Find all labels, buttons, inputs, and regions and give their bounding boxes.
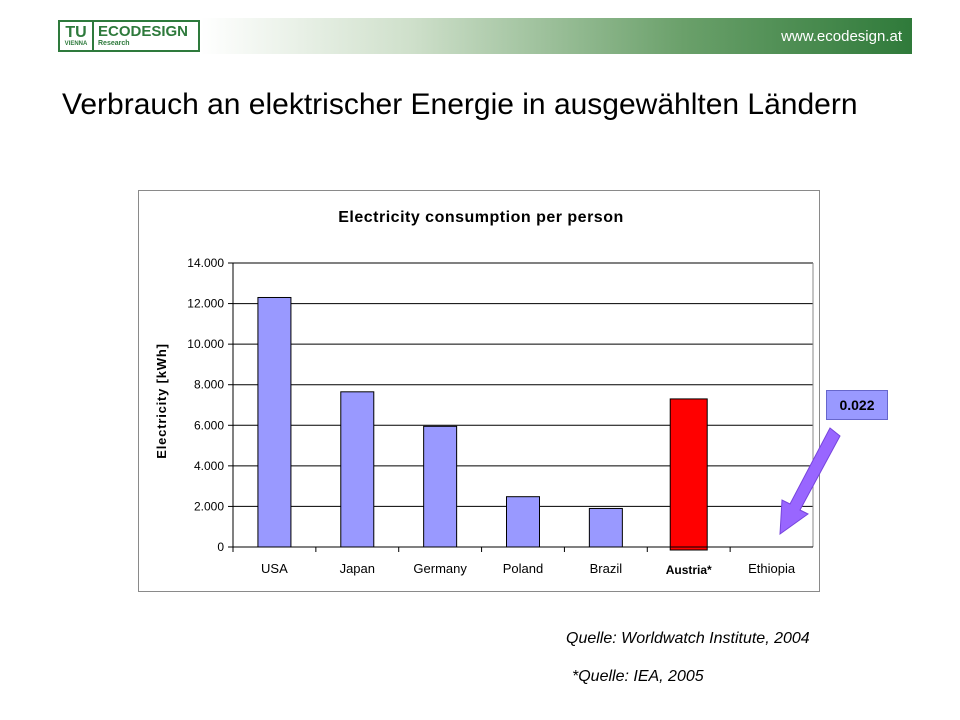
annotation-arrow-icon bbox=[779, 427, 841, 536]
ecodesign-logo: TU VIENNA ECODESIGN Research bbox=[58, 20, 200, 52]
bar-germany bbox=[423, 425, 458, 548]
chart-frame: Electricity consumption per person Elect… bbox=[138, 190, 820, 592]
chart-title: Electricity consumption per person bbox=[338, 209, 624, 226]
y-tick-label: 6.000 bbox=[194, 418, 224, 432]
tu-vienna-logo: TU VIENNA bbox=[58, 20, 94, 52]
bars bbox=[257, 296, 708, 551]
bar-austria bbox=[669, 398, 708, 551]
x-tick-label: Germany bbox=[413, 561, 467, 576]
bar-poland bbox=[506, 496, 540, 548]
logo-sub-text: Research bbox=[98, 40, 130, 47]
logo-brand-text: ECODESIGN bbox=[98, 23, 189, 40]
y-tick-label: 8.000 bbox=[194, 378, 224, 392]
x-tick-labels: USA Japan Germany Poland Brazil Austria* Ethio… bbox=[232, 546, 813, 577]
logo-tu-text: TU bbox=[65, 23, 87, 41]
x-tick-label: USA bbox=[261, 561, 288, 576]
x-tick-label: Japan bbox=[340, 561, 375, 576]
source-secondary: *Quelle: IEA, 2005 bbox=[572, 668, 704, 685]
site-url[interactable]: www.ecodesign.at bbox=[781, 28, 902, 45]
y-tick-label: 2.000 bbox=[194, 499, 224, 513]
x-tick-label: Poland bbox=[503, 561, 543, 576]
annotation-value-label: 0.022 bbox=[826, 390, 888, 420]
bar-japan bbox=[340, 391, 375, 548]
y-tick-labels: 0 2.000 4.000 6.000 8.000 10.000 12.000 14.000 bbox=[187, 256, 224, 554]
x-tick-label: Brazil bbox=[590, 561, 623, 576]
x-tick-label: Ethiopia bbox=[748, 561, 796, 576]
y-tick-label: 12.000 bbox=[187, 297, 224, 311]
y-tick-label: 10.000 bbox=[187, 337, 224, 351]
source-primary: Quelle: Worldwatch Institute, 2004 bbox=[566, 630, 810, 647]
bar-chart: Electricity consumption per person Elect… bbox=[154, 209, 814, 577]
bar-usa bbox=[257, 296, 292, 548]
bar-brazil bbox=[588, 507, 623, 548]
logo-vienna-text: VIENNA bbox=[64, 40, 88, 47]
slide-title: Verbrauch an elektrischer Energie in aus… bbox=[62, 88, 858, 121]
ecodesign-wordmark: ECODESIGN Research bbox=[94, 20, 200, 52]
y-tick-label: 14.000 bbox=[187, 256, 224, 270]
y-axis-label: Electricity [kWh] bbox=[154, 343, 169, 458]
y-tick-label: 4.000 bbox=[194, 459, 224, 473]
x-tick-label: Austria* bbox=[666, 563, 712, 577]
y-tick-label: 0 bbox=[217, 540, 224, 554]
